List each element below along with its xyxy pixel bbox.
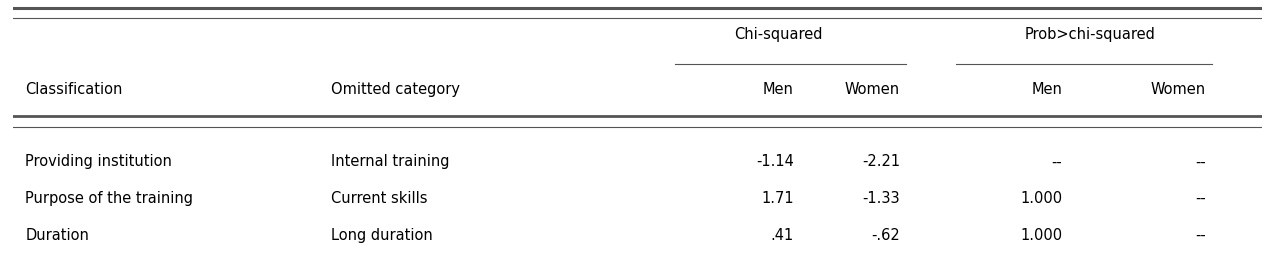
Text: Duration: Duration bbox=[26, 228, 89, 243]
Text: Classification: Classification bbox=[26, 82, 122, 97]
Text: Purpose of the training: Purpose of the training bbox=[26, 191, 194, 206]
Text: 1.000: 1.000 bbox=[1020, 191, 1062, 206]
Text: Omitted category: Omitted category bbox=[332, 82, 460, 97]
Text: --: -- bbox=[1195, 228, 1206, 243]
Text: Long duration: Long duration bbox=[332, 228, 434, 243]
Text: 1.000: 1.000 bbox=[1020, 228, 1062, 243]
Text: -1.33: -1.33 bbox=[862, 191, 900, 206]
Text: .41: .41 bbox=[770, 228, 793, 243]
Text: -1.14: -1.14 bbox=[756, 154, 793, 169]
Text: --: -- bbox=[1052, 154, 1062, 169]
Text: Men: Men bbox=[762, 82, 793, 97]
Text: Women: Women bbox=[845, 82, 900, 97]
Text: Chi-squared: Chi-squared bbox=[734, 27, 822, 42]
Text: Providing institution: Providing institution bbox=[26, 154, 172, 169]
Text: 1.71: 1.71 bbox=[761, 191, 793, 206]
Text: --: -- bbox=[1195, 154, 1206, 169]
Text: --: -- bbox=[1195, 191, 1206, 206]
Text: Women: Women bbox=[1151, 82, 1206, 97]
Text: Current skills: Current skills bbox=[332, 191, 428, 206]
Text: Internal training: Internal training bbox=[332, 154, 450, 169]
Text: Men: Men bbox=[1031, 82, 1062, 97]
Text: -2.21: -2.21 bbox=[862, 154, 900, 169]
Text: -.62: -.62 bbox=[871, 228, 900, 243]
Text: Prob>chi-squared: Prob>chi-squared bbox=[1024, 27, 1155, 42]
